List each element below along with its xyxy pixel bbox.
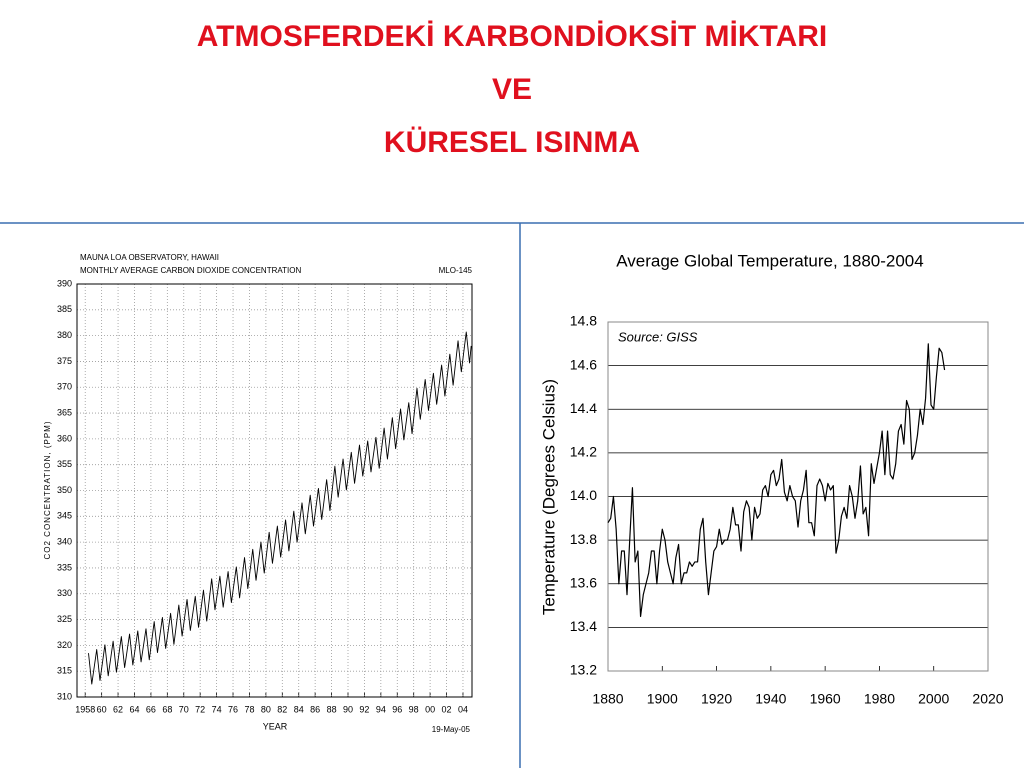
x-tick-label: 60 [97, 704, 107, 714]
x-tick-label: 2000 [918, 691, 949, 707]
y-tick-label: 330 [57, 588, 72, 598]
x-tick-label: 92 [359, 704, 369, 714]
slide-title: ATMOSFERDEKİ KARBONDİOKSİT MİKTARI [197, 20, 828, 53]
y-tick-label: 350 [57, 485, 72, 495]
y-tick-label: 365 [57, 407, 72, 417]
y-tick-label: 320 [57, 640, 72, 650]
x-tick-label: 00 [425, 704, 435, 714]
y-tick-label: 14.4 [570, 400, 597, 416]
x-tick-label: 96 [392, 704, 402, 714]
x-tick-label: 1900 [647, 691, 678, 707]
slide-title: KÜRESEL ISINMA [384, 126, 640, 159]
x-tick-label: 66 [146, 704, 156, 714]
y-tick-label: 14.2 [570, 444, 597, 460]
data-line [607, 343, 946, 618]
x-tick-label: 1960 [810, 691, 841, 707]
y-tick-label: 380 [57, 330, 72, 340]
y-tick-label: 360 [57, 433, 72, 443]
y-tick-label: 14.6 [570, 356, 597, 372]
x-tick-label: 88 [327, 704, 337, 714]
y-tick-label: 355 [57, 459, 72, 469]
x-tick-label: 64 [129, 704, 139, 714]
y-tick-label: 315 [57, 666, 72, 676]
plot-frame [76, 283, 473, 698]
x-tick-label: 94 [376, 704, 386, 714]
y-tick-label: 310 [57, 691, 72, 701]
x-tick-label: 02 [442, 704, 452, 714]
slide-title: VE [492, 73, 532, 106]
y-tick-label: 370 [57, 382, 72, 392]
y-tick-label: 345 [57, 511, 72, 521]
y-tick-label: 14.0 [570, 487, 597, 503]
x-tick-label: 2020 [972, 691, 1003, 707]
x-tick-label: 70 [179, 704, 189, 714]
x-tick-label: 1980 [864, 691, 895, 707]
x-tick-label: 86 [310, 704, 320, 714]
x-tick-label: 90 [343, 704, 353, 714]
data-line [88, 331, 472, 685]
y-tick-label: 335 [57, 562, 72, 572]
x-tick-label: 04 [458, 704, 468, 714]
chart-title: Average Global Temperature, 1880-2004 [616, 251, 923, 270]
annotation: Source: GISS [618, 329, 698, 344]
x-tick-label: 84 [294, 704, 304, 714]
y-tick-label: 13.8 [570, 531, 597, 547]
annotation: MLO-145 [439, 266, 473, 275]
y-axis-label: CO2 CONCENTRATION, (PPM) [43, 421, 52, 560]
x-tick-label: 80 [261, 704, 271, 714]
y-tick-label: 13.2 [570, 662, 597, 678]
y-tick-label: 375 [57, 356, 72, 366]
x-tick-label: 72 [195, 704, 205, 714]
chart-title: MAUNA LOA OBSERVATORY, HAWAII [80, 253, 219, 262]
x-tick-label: 74 [212, 704, 222, 714]
y-tick-label: 385 [57, 304, 72, 314]
y-tick-label: 14.8 [570, 313, 597, 329]
x-axis-label: YEAR [263, 721, 288, 731]
x-tick-label: 76 [228, 704, 238, 714]
x-tick-label: 78 [244, 704, 254, 714]
y-tick-label: 13.6 [570, 574, 597, 590]
chart-subtitle: MONTHLY AVERAGE CARBON DIOXIDE CONCENTRA… [80, 266, 301, 275]
x-tick-label: 1940 [755, 691, 786, 707]
y-axis-label: Temperature (Degrees Celsius) [539, 379, 558, 615]
x-tick-label: 1920 [701, 691, 732, 707]
y-tick-label: 13.4 [570, 618, 597, 634]
x-tick-label: 1958 [75, 704, 95, 714]
y-tick-label: 390 [57, 278, 72, 288]
x-tick-label: 98 [409, 704, 419, 714]
plot-frame [607, 321, 989, 672]
x-tick-label: 82 [277, 704, 287, 714]
y-tick-label: 340 [57, 537, 72, 547]
x-tick-label: 1880 [592, 691, 623, 707]
x-tick-label: 68 [162, 704, 172, 714]
y-tick-label: 325 [57, 614, 72, 624]
annotation: 19-May-05 [432, 725, 471, 734]
x-tick-label: 62 [113, 704, 123, 714]
